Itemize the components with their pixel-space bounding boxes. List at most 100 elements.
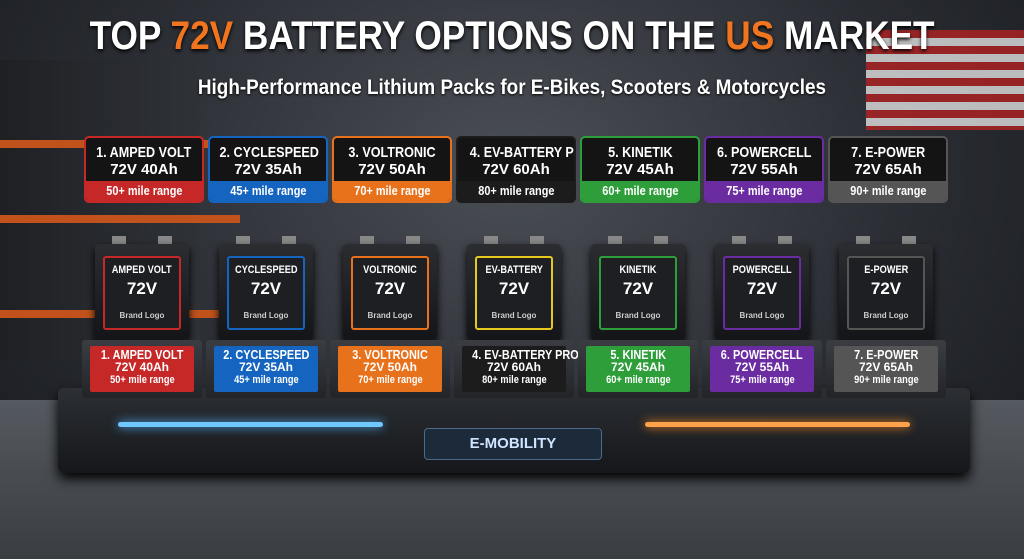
battery-brand-text: AMPED VOLT	[112, 264, 172, 276]
battery-logo: Brand Logo	[615, 311, 661, 320]
terminal	[236, 236, 250, 245]
terminal	[530, 236, 544, 245]
light-bar	[645, 422, 910, 427]
title-part: TOP	[89, 14, 171, 58]
option-name-text: 7. E-POWER	[850, 144, 926, 161]
battery-brand: CYCLESPEED	[229, 264, 303, 276]
battery: KINETIK 72V Brand Logo	[591, 244, 685, 340]
pedestal-range: 75+ mile range	[710, 374, 814, 387]
option-spec: 72V 45Ah	[606, 161, 674, 178]
pedestal-name: 6. POWERCELL	[710, 348, 814, 361]
pedestal-name: 2. CYCLESPEED	[214, 348, 318, 361]
battery-voltage: 72V	[622, 279, 654, 298]
title-part: MARKET	[774, 14, 935, 58]
pedestal-name-text: 3. VOLTRONIC	[352, 347, 428, 362]
pedestal-name: 7. E-POWER	[834, 348, 938, 361]
option-spec: 72V 55Ah	[730, 161, 798, 178]
option-name-text: 3. VOLTRONIC	[348, 144, 436, 161]
pedestal-name-text: 2. CYCLESPEED	[222, 347, 310, 362]
battery-label: POWERCELL 72V Brand Logo	[723, 256, 801, 330]
option-card: 3. VOLTRONIC 72V 50Ah 70+ mile range	[332, 136, 452, 203]
pedestal-spec: 72V 45Ah	[610, 360, 666, 374]
battery-brand: EV-BATTERY	[477, 264, 551, 276]
pedestal-label: 7. E-POWER 72V 65Ah 90+ mile range	[834, 346, 938, 392]
option-range-text: 45+ mile range	[229, 183, 307, 198]
battery: EV-BATTERY 72V Brand Logo	[467, 244, 561, 340]
option-range-text: 90+ mile range	[849, 183, 927, 198]
battery-label: EV-BATTERY 72V Brand Logo	[475, 256, 553, 330]
battery-brand-text: POWERCELL	[732, 264, 792, 276]
option-name: 2. CYCLESPEED	[210, 144, 326, 161]
pedestal: 1. AMPED VOLT 72V 40Ah 50+ mile range	[82, 340, 202, 398]
battery: VOLTRONIC 72V Brand Logo	[343, 244, 437, 340]
pedestal-spec: 72V 55Ah	[734, 360, 790, 374]
option-range: 45+ mile range	[210, 181, 326, 201]
option-name-text: 6. POWERCELL	[716, 144, 812, 161]
pedestal-label: 5. KINETIK 72V 45Ah 60+ mile range	[586, 346, 690, 392]
pedestal-name-text: 6. POWERCELL	[721, 347, 803, 362]
option-name: 5. KINETIK	[582, 144, 698, 161]
pedestal: 3. VOLTRONIC 72V 50Ah 70+ mile range	[330, 340, 450, 398]
terminal	[112, 236, 126, 245]
terminal	[484, 236, 498, 245]
option-card: 2. CYCLESPEED 72V 35Ah 45+ mile range	[208, 136, 328, 203]
option-spec: 72V 65Ah	[854, 161, 922, 178]
battery-logo: Brand Logo	[367, 311, 413, 320]
platform-logo: E-MOBILITY	[424, 428, 602, 460]
pedestal-label: 4. EV-BATTERY PRO 72V 60Ah 80+ mile range	[462, 346, 579, 392]
battery-brand: VOLTRONIC	[353, 264, 427, 276]
pedestal-name-text: 5. KINETIK	[610, 347, 666, 362]
pedestal-range: 80+ mile range	[462, 374, 566, 387]
pedestal-range-text: 75+ mile range	[729, 374, 795, 386]
pedestal-name-text: 1. AMPED VOLT	[100, 347, 184, 362]
option-range-text: 50+ mile range	[105, 183, 183, 198]
option-range: 80+ mile range	[458, 181, 574, 201]
title-part: BATTERY OPTIONS ON THE	[233, 14, 726, 58]
option-name-text: 5. KINETIK	[607, 144, 673, 161]
pedestal: 7. E-POWER 72V 65Ah 90+ mile range	[826, 340, 946, 398]
battery-brand: POWERCELL	[725, 264, 799, 276]
option-spec: 72V 50Ah	[358, 161, 426, 178]
pedestal-range: 90+ mile range	[834, 374, 938, 387]
option-name: 1. AMPED VOLT	[86, 144, 202, 161]
option-card: 6. POWERCELL 72V 55Ah 75+ mile range	[704, 136, 824, 203]
pedestal-name-text: 4. EV-BATTERY PRO	[472, 347, 579, 362]
terminal	[778, 236, 792, 245]
pedestal-range-text: 90+ mile range	[853, 374, 919, 386]
option-card: 5. KINETIK 72V 45Ah 60+ mile range	[580, 136, 700, 203]
title-part: 72V	[170, 14, 234, 58]
pedestal-range: 60+ mile range	[586, 374, 690, 387]
terminal	[902, 236, 916, 245]
option-name: 3. VOLTRONIC	[334, 144, 450, 161]
pedestal-range-text: 60+ mile range	[605, 374, 671, 386]
option-name: 7. E-POWER	[830, 144, 946, 161]
battery-logo: Brand Logo	[491, 311, 537, 320]
terminal	[158, 236, 172, 245]
pedestal-name: 4. EV-BATTERY PRO	[462, 348, 579, 361]
battery-brand: E-POWER	[849, 264, 923, 276]
battery-voltage: 72V	[250, 279, 282, 298]
pedestal-label: 3. VOLTRONIC 72V 50Ah 70+ mile range	[338, 346, 442, 392]
pedestal-range: 45+ mile range	[214, 374, 318, 387]
pedestal: 6. POWERCELL 72V 55Ah 75+ mile range	[702, 340, 822, 398]
battery-brand-text: EV-BATTERY	[485, 264, 543, 276]
pedestal: 5. KINETIK 72V 45Ah 60+ mile range	[578, 340, 698, 398]
battery: E-POWER 72V Brand Logo	[839, 244, 933, 340]
battery-label: CYCLESPEED 72V Brand Logo	[227, 256, 305, 330]
battery-voltage: 72V	[498, 279, 530, 298]
pedestal-range-text: 80+ mile range	[481, 374, 547, 386]
option-name-text: 4. EV-BATTERY PRO	[469, 144, 574, 161]
battery-brand-text: CYCLESPEED	[234, 264, 298, 276]
light-bar	[118, 422, 383, 427]
terminal	[360, 236, 374, 245]
battery-logo: Brand Logo	[119, 311, 165, 320]
battery-voltage: 72V	[126, 279, 158, 298]
option-range: 60+ mile range	[582, 181, 698, 201]
terminal	[654, 236, 668, 245]
pedestal-label: 6. POWERCELL 72V 55Ah 75+ mile range	[710, 346, 814, 392]
battery-logo: Brand Logo	[243, 311, 289, 320]
option-spec: 72V 60Ah	[482, 161, 550, 178]
pedestal-spec: 72V 40Ah	[114, 360, 170, 374]
